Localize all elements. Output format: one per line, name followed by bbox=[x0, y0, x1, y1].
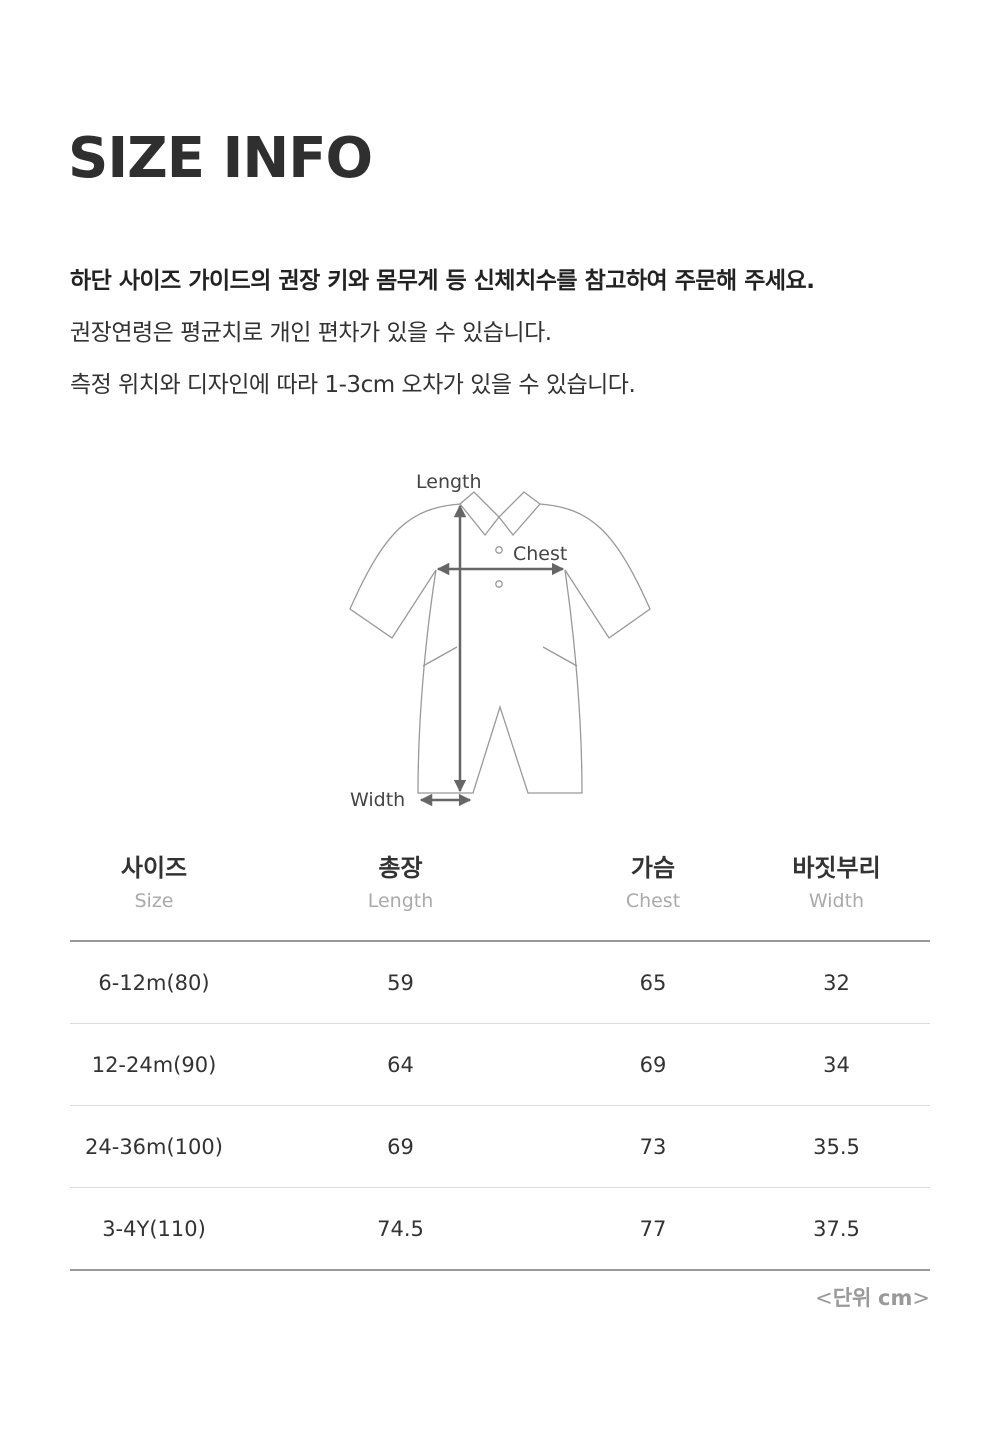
header-en: Width bbox=[808, 890, 865, 912]
note-age: 권장연령은 평균치로 개인 편차가 있을 수 있습니다. bbox=[70, 320, 552, 346]
cell: 3-4Y(110) bbox=[70, 1187, 238, 1271]
unit-label: 단위 bbox=[832, 1286, 872, 1310]
header-en: Chest bbox=[625, 890, 681, 912]
unit-close: > bbox=[912, 1286, 930, 1310]
page-title: SIZE INFO bbox=[68, 126, 373, 191]
notes: 하단 사이즈 가이드의 권장 키와 몸무게 등 신체치수를 참고하여 주문해 주… bbox=[70, 255, 815, 411]
cell: 24-36m(100) bbox=[70, 1105, 238, 1188]
cell: 37.5 bbox=[743, 1187, 930, 1271]
header-en: Length bbox=[367, 890, 434, 912]
cell: 69 bbox=[563, 1023, 743, 1106]
cell: 73 bbox=[563, 1105, 743, 1188]
cell: 69 bbox=[238, 1105, 563, 1188]
chest-label: Chest bbox=[513, 543, 567, 565]
header-width: 바짓부리 Width bbox=[743, 850, 930, 942]
note-tolerance: 측정 위치와 디자인에 따라 1-3cm 오차가 있을 수 있습니다. bbox=[70, 372, 636, 398]
table-row: 6-12m(80) 59 65 32 bbox=[70, 941, 930, 1024]
table-row: 12-24m(90) 64 69 34 bbox=[70, 1023, 930, 1106]
table-row: 3-4Y(110) 74.5 77 37.5 bbox=[70, 1187, 930, 1271]
header-size: 사이즈 Size bbox=[70, 850, 238, 942]
cell: 34 bbox=[743, 1023, 930, 1106]
cell: 77 bbox=[563, 1187, 743, 1271]
header-ko: 가슴 bbox=[630, 854, 676, 882]
cell: 74.5 bbox=[238, 1187, 563, 1271]
cell: 64 bbox=[238, 1023, 563, 1106]
header-chest: 가슴 Chest bbox=[563, 850, 743, 942]
width-label: Width bbox=[350, 789, 405, 811]
cell: 35.5 bbox=[743, 1105, 930, 1188]
table-row: 24-36m(100) 69 73 35.5 bbox=[70, 1105, 930, 1188]
cell: 6-12m(80) bbox=[70, 941, 238, 1024]
header-length: 총장 Length bbox=[238, 850, 563, 942]
header-ko: 사이즈 bbox=[120, 854, 188, 882]
unit-value: cm bbox=[878, 1286, 913, 1310]
header-ko: 총장 bbox=[378, 854, 423, 882]
unit-open: < bbox=[815, 1286, 833, 1310]
cell: 65 bbox=[563, 941, 743, 1024]
cell: 32 bbox=[743, 941, 930, 1024]
table-header-row: 사이즈 Size 총장 Length 가슴 Chest 바짓부리 Width bbox=[70, 850, 930, 942]
unit-note: <단위 cm> bbox=[815, 1282, 930, 1312]
romper-outline-icon bbox=[349, 491, 651, 794]
header-ko: 바짓부리 bbox=[792, 854, 881, 882]
note-main: 하단 사이즈 가이드의 권장 키와 몸무게 등 신체치수를 참고하여 주문해 주… bbox=[70, 268, 815, 294]
header-en: Size bbox=[134, 890, 174, 912]
size-table: 사이즈 Size 총장 Length 가슴 Chest 바짓부리 Width 6-12m… bbox=[70, 850, 930, 1271]
cell: 12-24m(90) bbox=[70, 1023, 238, 1106]
romper-diagram: Length Chest Width bbox=[349, 471, 651, 811]
cell: 59 bbox=[238, 941, 563, 1024]
length-label: Length bbox=[416, 471, 482, 493]
